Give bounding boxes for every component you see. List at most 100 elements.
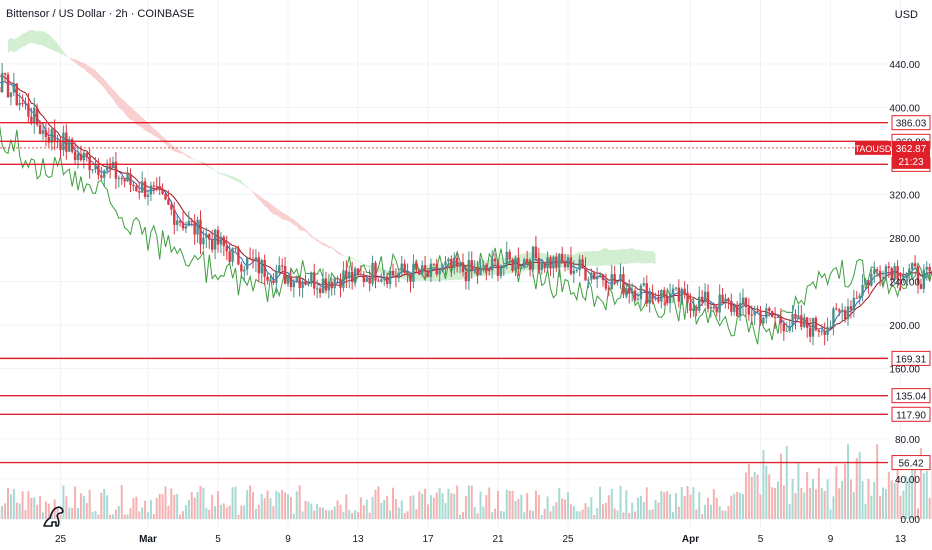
- candle-body: [420, 265, 424, 275]
- cloud-segment: [617, 249, 621, 265]
- cloud-segment: [229, 175, 233, 180]
- candle-body: [488, 270, 491, 272]
- volume-bar: [879, 496, 882, 519]
- candle-body: [321, 278, 325, 293]
- candle-body: [353, 268, 357, 283]
- candle-body: [53, 129, 56, 141]
- cloud-segment: [174, 146, 178, 153]
- cloud-segment: [51, 37, 55, 51]
- volume-bar: [357, 512, 359, 519]
- volume-bar: [9, 494, 12, 519]
- cloud-segment: [180, 150, 183, 154]
- volume-bar: [499, 510, 502, 519]
- volume-bar: [928, 497, 931, 519]
- volume-bars: [0, 444, 932, 519]
- volume-bar: [348, 509, 351, 519]
- candle-body: [482, 264, 485, 267]
- candle-body: [313, 272, 316, 289]
- candle-body: [738, 303, 742, 317]
- y-tick-label: 280.00: [889, 234, 920, 245]
- volume-bar: [765, 465, 768, 519]
- cloud-segment: [197, 160, 201, 163]
- volume-bar: [660, 490, 663, 519]
- candle-body: [76, 153, 80, 161]
- candle-body: [902, 276, 905, 281]
- horizontal-levels[interactable]: 386.03368.89347.73169.31135.04117.9056.4…: [0, 115, 931, 471]
- volume-bar: [106, 495, 109, 519]
- volume-bar: [240, 505, 243, 519]
- volume-bar: [704, 504, 707, 519]
- cloud-segment: [317, 239, 321, 243]
- volume-bar: [686, 485, 689, 519]
- candle-body: [823, 331, 826, 336]
- candle-body: [245, 257, 249, 270]
- volume-bar: [785, 446, 788, 519]
- volume-bar: [730, 495, 733, 519]
- candle-body: [149, 185, 153, 195]
- candle-body: [388, 270, 392, 285]
- volume-bar: [313, 510, 316, 519]
- level-label-box: [891, 406, 931, 422]
- volume-bar: [444, 503, 447, 519]
- volume-bar: [707, 497, 709, 519]
- volume-bar: [456, 485, 459, 519]
- cloud-segment: [241, 180, 245, 186]
- cloud-segment: [31, 29, 35, 44]
- candle-body: [269, 280, 272, 282]
- cloud-segment: [620, 248, 624, 265]
- candle-body: [633, 290, 637, 301]
- candle-body: [698, 296, 701, 311]
- dinosaur-logo-icon[interactable]: [40, 500, 70, 528]
- candle-body: [531, 246, 535, 270]
- volume-bar: [537, 494, 540, 519]
- volume-bar: [526, 493, 529, 519]
- volume-bar: [260, 493, 263, 519]
- cloud-segment: [232, 176, 236, 181]
- candle-body: [514, 257, 517, 271]
- volume-bar: [695, 509, 698, 519]
- candle-body: [359, 274, 363, 276]
- volume-bar: [613, 508, 616, 519]
- candle-body: [665, 296, 669, 304]
- volume-bar: [529, 510, 532, 519]
- volume-bar: [779, 453, 782, 519]
- candle-body: [103, 170, 106, 178]
- candle-body: [0, 73, 4, 93]
- candle-body: [610, 274, 613, 290]
- cloud-segment: [83, 62, 87, 73]
- cloud-segment: [185, 154, 189, 158]
- candle-body: [208, 234, 211, 240]
- volume-bar: [908, 478, 911, 519]
- candle-body: [721, 294, 724, 303]
- candle-body: [126, 173, 129, 182]
- volume-bar: [890, 480, 893, 519]
- cloud-segment: [290, 217, 294, 225]
- volume-bar: [899, 495, 902, 519]
- candle-body: [164, 194, 167, 200]
- candle-body: [849, 306, 853, 310]
- candle-body: [820, 331, 823, 333]
- candle-body: [814, 317, 818, 331]
- volume-bar: [79, 493, 82, 519]
- cloud-segment: [218, 172, 221, 175]
- cloud-segment: [115, 92, 119, 108]
- cloud-segment: [92, 68, 96, 80]
- cloud-segment: [69, 57, 73, 61]
- volume-bar: [33, 497, 36, 519]
- volume-bar: [15, 502, 18, 519]
- axes: 440.00 400.00 320.00 280.00 240.00 200.00 160.…: [55, 60, 920, 545]
- volume-bar: [214, 506, 217, 519]
- candle-body: [231, 248, 234, 262]
- cloud-segment: [165, 138, 169, 147]
- level-label: 169.31: [896, 354, 927, 365]
- candle-body: [794, 313, 797, 319]
- candle-body: [385, 276, 389, 285]
- volume-bar: [184, 505, 187, 519]
- volume-bar: [152, 514, 155, 519]
- candle-body: [476, 268, 479, 276]
- cloud-segment: [323, 242, 326, 247]
- cloud-segment: [40, 30, 43, 46]
- volume-bar: [324, 510, 327, 519]
- volume-bar: [771, 487, 774, 519]
